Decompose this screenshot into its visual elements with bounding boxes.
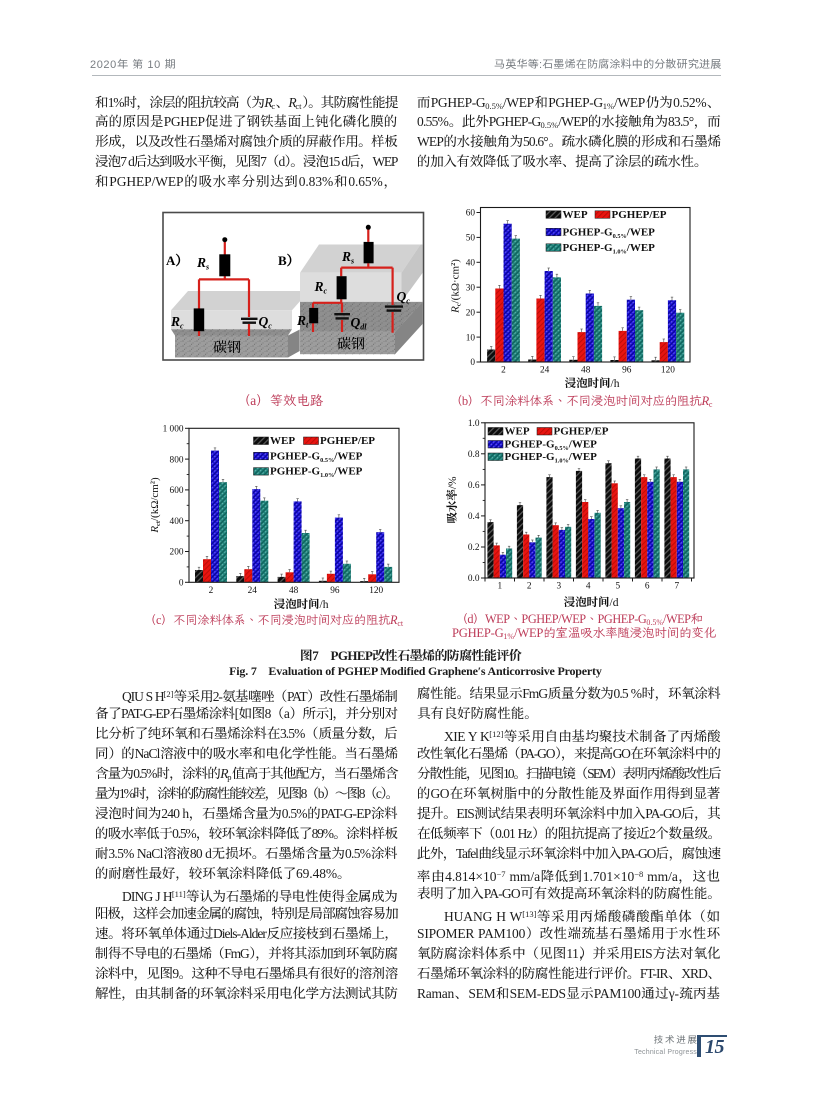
svg-text:PGHEP-G0.5%/WEP: PGHEP-G0.5%/WEP (505, 439, 598, 453)
svg-text:Qc: Qc (259, 314, 273, 331)
svg-text:0.8: 0.8 (468, 450, 480, 460)
svg-text:0.2: 0.2 (468, 543, 480, 553)
svg-text:4: 4 (586, 582, 591, 592)
svg-text:0.0: 0.0 (468, 574, 480, 584)
svg-text:2: 2 (209, 586, 214, 596)
svg-text:WEP: WEP (563, 209, 588, 221)
svg-text:浸泡时间/h: 浸泡时间/h (274, 596, 329, 612)
svg-text:PGHEP/EP: PGHEP/EP (612, 209, 667, 221)
svg-text:Rs: Rs (341, 249, 354, 266)
svg-text:Rc/(kΩ·cm2): Rc/(kΩ·cm2) (450, 259, 463, 314)
svg-text:WEP: WEP (270, 435, 295, 447)
svg-text:1 000: 1 000 (163, 425, 184, 435)
svg-text:Rc: Rc (170, 314, 184, 331)
svg-text:20: 20 (466, 308, 476, 318)
svg-text:48: 48 (581, 366, 591, 376)
svg-text:B）: B） (278, 253, 300, 268)
svg-text:0: 0 (470, 358, 475, 368)
svg-text:10: 10 (466, 333, 476, 343)
svg-text:50: 50 (466, 234, 476, 244)
svg-text:400: 400 (170, 517, 184, 527)
svg-text:Rt: Rt (296, 313, 309, 330)
svg-text:PGHEP-G1.0%/WEP: PGHEP-G1.0%/WEP (505, 451, 598, 465)
svg-text:24: 24 (540, 366, 550, 376)
svg-text:碳钢: 碳钢 (337, 337, 365, 353)
svg-text:800: 800 (170, 455, 184, 465)
svg-text:浸泡时间/d: 浸泡时间/d (564, 594, 619, 610)
svg-text:A）: A） (166, 253, 188, 268)
svg-text:2: 2 (501, 366, 506, 376)
svg-text:30: 30 (466, 283, 476, 293)
svg-text:200: 200 (170, 548, 184, 558)
svg-text:60: 60 (466, 209, 476, 219)
svg-text:0.6: 0.6 (468, 481, 480, 491)
svg-text:120: 120 (369, 586, 383, 596)
svg-text:浸泡时间/h: 浸泡时间/h (565, 375, 620, 391)
svg-text:1: 1 (497, 582, 502, 592)
svg-text:Qdl: Qdl (351, 315, 368, 332)
svg-text:0: 0 (179, 579, 184, 589)
svg-text:0.4: 0.4 (468, 512, 480, 522)
svg-text:吸水率/%: 吸水率/% (444, 476, 460, 524)
svg-text:Rct/(kΩ/cm2): Rct/(kΩ/cm2) (149, 477, 162, 534)
svg-text:5: 5 (615, 582, 620, 592)
svg-text:7: 7 (674, 582, 679, 592)
svg-text:6: 6 (645, 582, 650, 592)
svg-text:碳钢: 碳钢 (213, 340, 241, 356)
svg-text:PGHEP/EP: PGHEP/EP (554, 426, 609, 438)
svg-text:Qc: Qc (397, 289, 411, 306)
svg-text:600: 600 (170, 486, 184, 496)
svg-text:Rc: Rc (314, 279, 328, 296)
svg-text:96: 96 (622, 366, 632, 376)
svg-text:40: 40 (466, 259, 476, 269)
svg-text:3: 3 (556, 582, 561, 592)
svg-text:PGHEP-G0.5%/WEP: PGHEP-G0.5%/WEP (563, 226, 656, 240)
svg-text:PGHEP-G0.5%/WEP: PGHEP-G0.5%/WEP (270, 450, 363, 464)
svg-text:120: 120 (661, 366, 675, 376)
svg-text:PGHEP-G1.0%/WEP: PGHEP-G1.0%/WEP (563, 242, 656, 256)
svg-text:PGHEP-G1.0%/WEP: PGHEP-G1.0%/WEP (270, 466, 363, 480)
svg-text:2: 2 (527, 582, 532, 592)
svg-text:24: 24 (248, 586, 258, 596)
svg-text:1.0: 1.0 (468, 419, 480, 429)
svg-text:PGHEP/EP: PGHEP/EP (320, 435, 375, 447)
svg-text:96: 96 (330, 586, 340, 596)
svg-text:48: 48 (289, 586, 299, 596)
svg-text:WEP: WEP (505, 426, 530, 438)
svg-text:Rs: Rs (196, 255, 209, 272)
